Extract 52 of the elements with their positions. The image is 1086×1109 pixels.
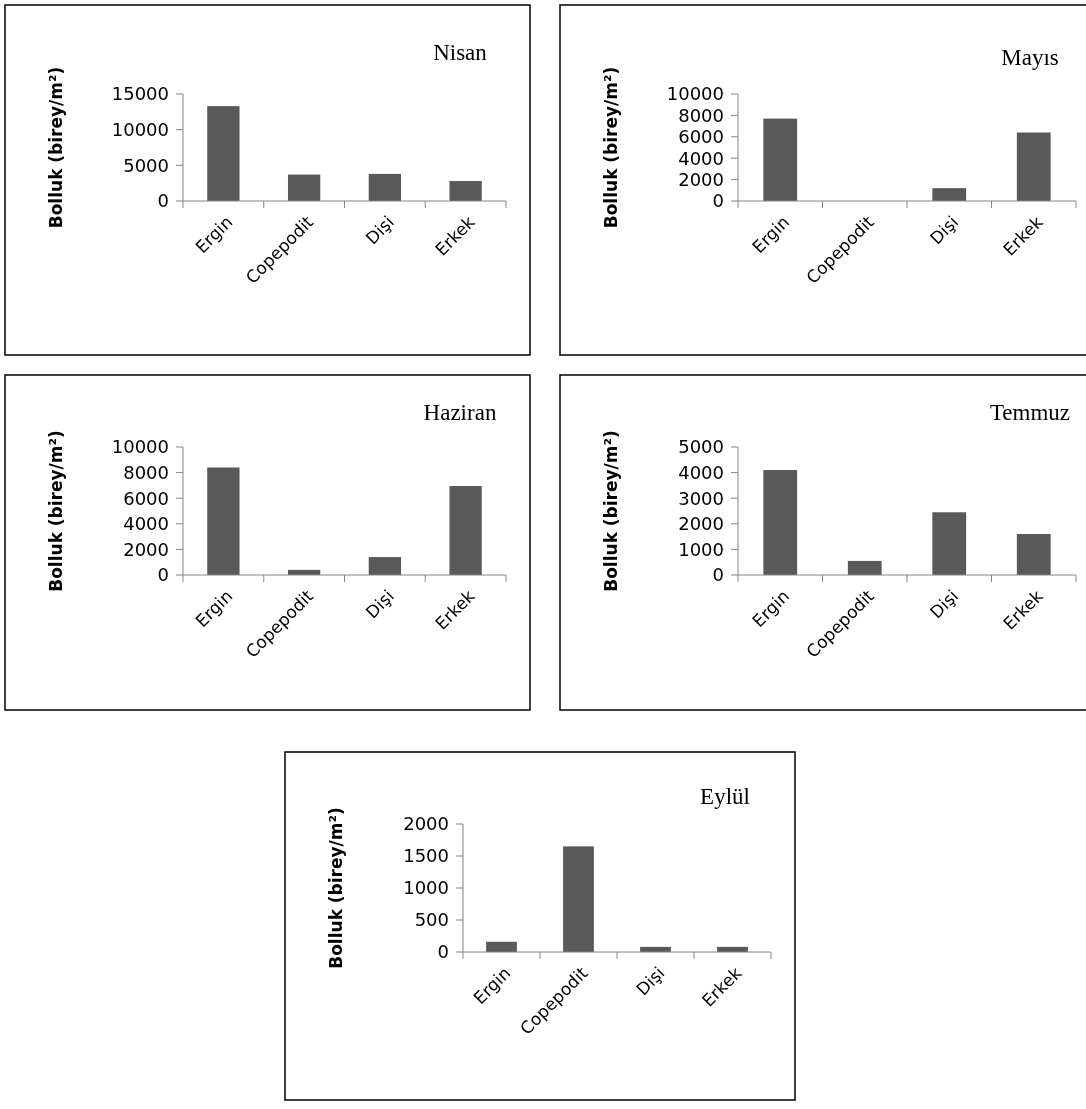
y-tick-label: 15000 [111,83,169,105]
chart-title: Nisan [433,40,488,65]
bar [207,467,240,575]
chart-title: Haziran [423,400,497,425]
y-tick-label: 0 [712,564,724,586]
chart-title: Temmuz [989,400,1071,425]
chart-title: Eylül [700,784,750,809]
y-tick-label: 4000 [123,513,169,535]
y-tick-label: 4000 [678,461,724,483]
bar [1016,132,1051,201]
chart-title: Mayıs [1001,45,1059,70]
y-tick-label: 4000 [678,147,724,169]
y-tick-label: 500 [414,909,449,931]
y-tick-label: 5000 [123,154,169,176]
bar [763,118,798,201]
y-tick-label: 0 [157,190,169,212]
y-tick-label: 1500 [403,845,449,867]
bar [449,486,482,575]
y-tick-label: 2000 [403,813,449,835]
y-tick-label: 8000 [678,104,724,126]
bar [368,173,402,201]
y-axis-title: Bolluk (birey/m²) [46,430,66,592]
bar [847,560,882,575]
y-axis-title: Bolluk (birey/m²) [601,66,621,229]
y-tick-label: 2000 [123,538,169,560]
y-tick-label: 8000 [123,461,169,483]
bar [932,188,967,201]
y-tick-label: 5000 [678,436,724,458]
y-tick-label: 0 [712,190,724,212]
y-tick-label: 2000 [678,513,724,535]
y-tick-label: 0 [437,941,449,963]
y-axis-title: Bolluk (birey/m²) [326,807,346,969]
y-tick-label: 2000 [678,168,724,190]
y-axis-title: Bolluk (birey/m²) [46,66,66,229]
bar [287,174,321,201]
y-tick-label: 1000 [678,538,724,560]
y-tick-label: 3000 [678,487,724,509]
bar [449,181,482,201]
y-tick-label: 0 [157,564,169,586]
y-tick-label: 1000 [403,877,449,899]
y-tick-label: 6000 [678,126,724,148]
bar [207,106,240,201]
y-tick-label: 10000 [111,436,169,458]
bar [563,846,594,952]
y-axis-title: Bolluk (birey/m²) [601,430,621,592]
bar [932,512,967,575]
bar [1016,534,1051,575]
y-tick-label: 6000 [123,487,169,509]
bar [368,557,402,575]
y-tick-label: 10000 [111,118,169,140]
bar [763,470,798,575]
y-tick-label: 10000 [666,83,724,105]
